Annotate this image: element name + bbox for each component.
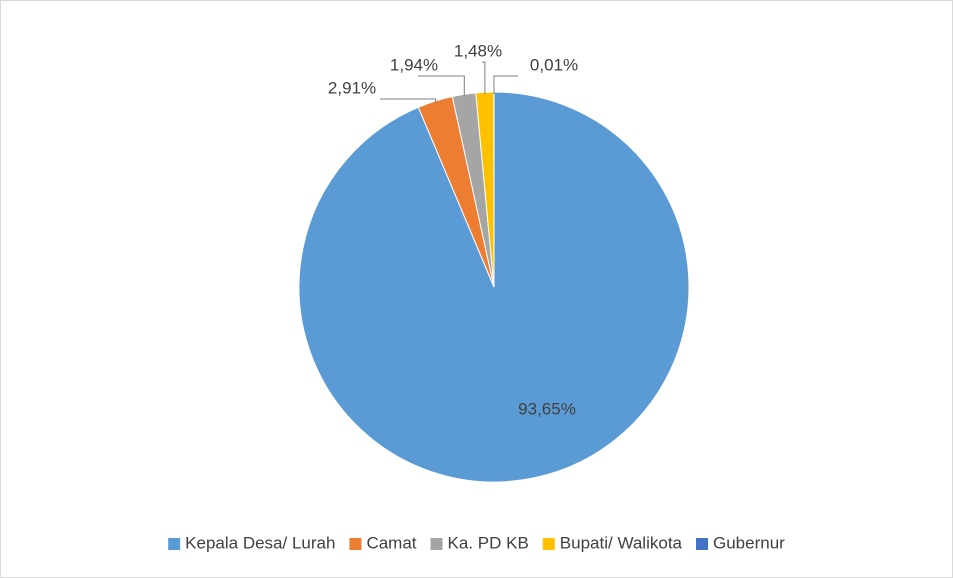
- leader-line: [380, 98, 437, 104]
- data-label: 2,91%: [328, 78, 376, 97]
- data-label: 1,94%: [390, 55, 438, 74]
- legend-label: Gubernur: [713, 533, 785, 552]
- legend-swatch: [542, 538, 555, 550]
- data-label: 93,65%: [518, 399, 576, 418]
- legend-label: Ka. PD KB: [448, 533, 529, 552]
- legend-label: Camat: [366, 533, 416, 552]
- data-label: 1,48%: [454, 41, 502, 60]
- legend-swatch: [430, 538, 443, 550]
- data-label: 0,01%: [530, 55, 578, 74]
- legend-swatch: [696, 538, 709, 550]
- leader-line: [493, 75, 518, 95]
- leader-line: [482, 61, 486, 95]
- legend-swatch: [168, 538, 181, 550]
- legend-swatch: [349, 538, 362, 550]
- legend-label: Bupati/ Walikota: [560, 533, 683, 552]
- legend-label: Kepala Desa/ Lurah: [185, 533, 335, 552]
- leader-line: [418, 75, 465, 97]
- legend: Kepala Desa/ Lurah Camat Ka. PD KB Bupati/ …: [168, 533, 785, 552]
